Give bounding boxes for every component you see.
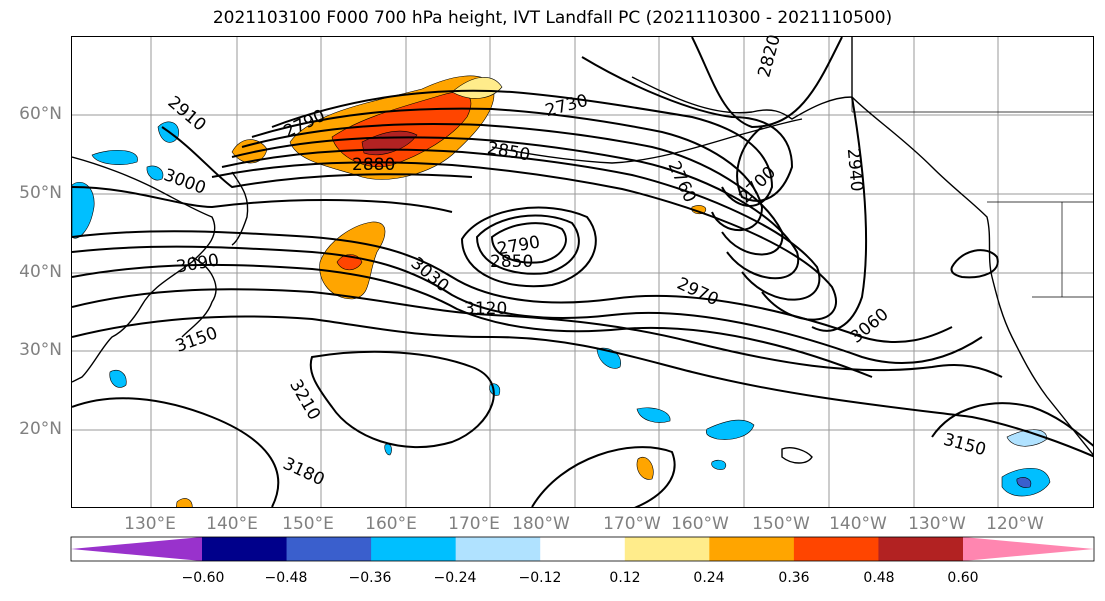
contour-2880 — [211, 161, 837, 321]
lon-label: 120°W — [986, 514, 1044, 534]
lon-label: 140°W — [829, 514, 887, 534]
colorbar-segment — [455, 537, 541, 561]
contour-low2 — [475, 214, 580, 275]
contour-low3 — [460, 206, 597, 288]
contour-low1 — [490, 222, 567, 264]
coast-kamchatka — [231, 171, 249, 246]
colorbar-tick-label: −0.36 — [348, 570, 392, 586]
shading-blue-sw — [109, 369, 127, 388]
lat-label: 40°N — [19, 262, 62, 282]
lon-label: 150°E — [282, 514, 334, 534]
coast-asia — [72, 156, 216, 383]
height-contours — [72, 37, 1093, 507]
lon-label: 160°E — [365, 514, 417, 534]
contour-2820 — [691, 37, 843, 129]
contour-3150 — [72, 315, 1093, 458]
contour-label: 2850 — [490, 252, 534, 272]
shading-blue-c4 — [711, 459, 727, 470]
shading-blue-hawaii — [705, 419, 755, 440]
colorbar-tick-label: −0.60 — [181, 570, 225, 586]
contour-2790 — [241, 123, 784, 256]
shading-blue-w2 — [91, 150, 138, 165]
colorbar-extend-max — [963, 537, 1094, 561]
colorbar-segment — [202, 537, 288, 561]
colorbar-segment — [286, 537, 372, 561]
shading-blue-w3 — [146, 165, 164, 181]
colorbar-tick-label: 0.24 — [693, 570, 725, 586]
contour-3030 — [72, 230, 953, 344]
contour-3120 — [72, 288, 1003, 378]
contour-3000 — [72, 186, 453, 213]
colorbar-tick-label: −0.48 — [264, 570, 308, 586]
contour-south-loop — [531, 446, 676, 507]
colorbar-segment — [624, 537, 710, 561]
colorbar-tick-label: 0.12 — [609, 570, 641, 586]
colorbar-segment — [540, 537, 626, 561]
colorbar-segment — [878, 537, 964, 561]
ivt-shading-positive — [175, 75, 707, 507]
contour-2850 — [221, 148, 821, 301]
lon-label: 130°W — [908, 514, 966, 534]
lon-label: 150°W — [752, 514, 810, 534]
coast-hawaii — [781, 447, 813, 464]
lon-label: 170°W — [603, 514, 661, 534]
coast-alaska — [631, 37, 853, 120]
shading-orange-ne — [451, 77, 503, 99]
political-borders — [851, 37, 1093, 298]
map-canvas — [72, 37, 1093, 507]
contour-label: 3120 — [464, 299, 508, 319]
coast-japan — [181, 256, 217, 338]
lon-label: 160°W — [671, 514, 729, 534]
lat-label: 60°N — [19, 104, 62, 124]
colorbar-tick-label: 0.60 — [947, 570, 979, 586]
coastlines — [72, 37, 1093, 464]
lat-label: 20°N — [19, 419, 62, 439]
contour-2730 — [271, 89, 774, 207]
contour-label: 2880 — [352, 155, 396, 175]
shading-orange-small1 — [175, 498, 193, 507]
contour-3090-ring — [950, 249, 999, 279]
colorbar-segment — [793, 537, 879, 561]
contour-2820b — [231, 136, 800, 280]
colorbar-tick-label: −0.24 — [433, 570, 477, 586]
lon-label: 180°W — [512, 514, 570, 534]
map-title: 2021103100 F000 700 hPa height, IVT Land… — [212, 8, 893, 28]
shading-blue-e3 — [1016, 477, 1032, 488]
coast-aleutians — [491, 118, 803, 164]
colorbar-segment — [371, 537, 457, 561]
shading-blue-c3 — [636, 407, 671, 423]
shading-orange-se — [636, 457, 654, 480]
colorbar-tick-label: −0.12 — [518, 570, 562, 586]
contour-3210 — [309, 350, 495, 449]
contour-2910 — [161, 126, 473, 189]
shading-blue-w1 — [72, 181, 95, 239]
colorbar-segment — [709, 537, 795, 561]
colorbar-tick-label: 0.48 — [863, 570, 895, 586]
coast-nw-america — [851, 96, 1093, 456]
colorbar-extend-min — [71, 537, 202, 561]
lon-label: 140°E — [206, 514, 258, 534]
contour-3090 — [72, 263, 873, 378]
lat-label: 30°N — [19, 340, 62, 360]
lon-label: 170°E — [448, 514, 500, 534]
lon-label: 130°E — [124, 514, 176, 534]
contour-3180 — [72, 397, 280, 507]
lat-label: 50°N — [19, 183, 62, 203]
contour-3060 — [72, 245, 983, 365]
contour-3150-east — [931, 402, 1093, 447]
map-panel — [71, 36, 1094, 508]
contour-2700 — [581, 56, 794, 202]
colorbar-tick-label: 0.36 — [778, 570, 810, 586]
